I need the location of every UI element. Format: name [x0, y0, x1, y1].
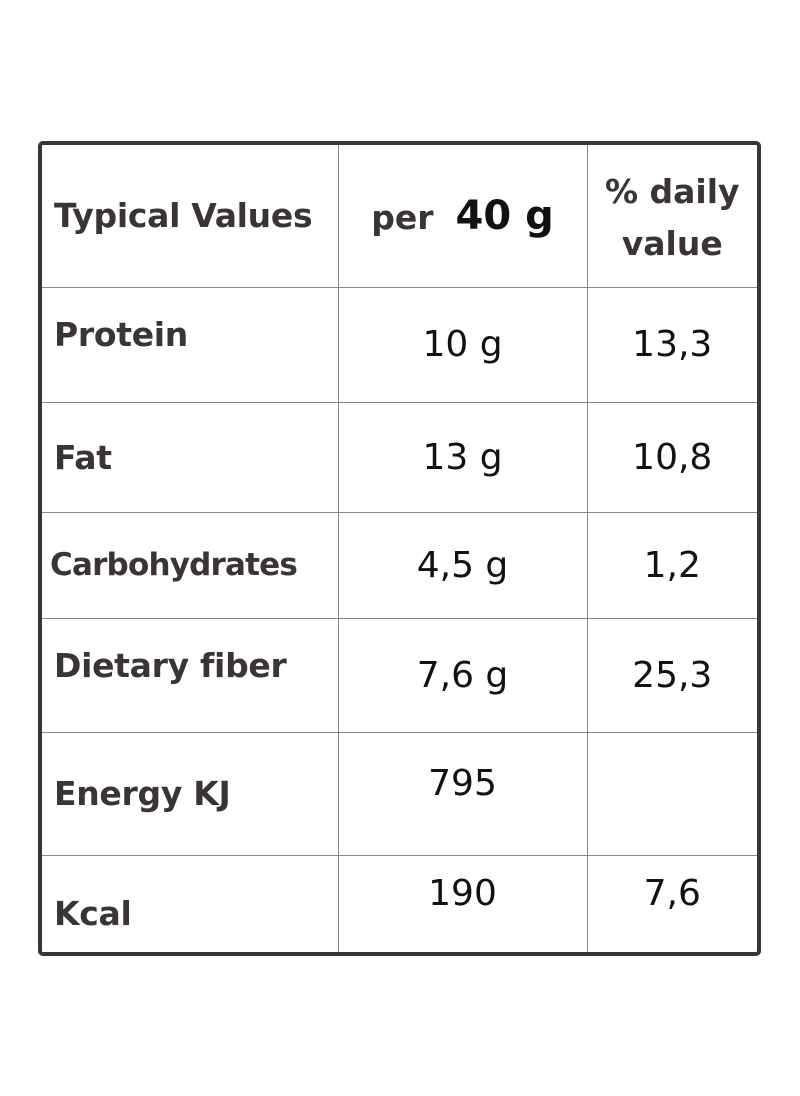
header-daily-value: % daily value — [586, 145, 757, 288]
nutrient-name: Protein — [42, 286, 339, 403]
header-per-amount: per 40 g — [337, 145, 588, 288]
header-per-label: per — [371, 197, 434, 237]
nutrient-per-amount: 7,6 g — [337, 617, 588, 733]
table-row: Dietary fiber 7,6 g 25,3 — [42, 617, 757, 733]
nutrient-per-amount: 4,5 g — [337, 511, 588, 619]
table-row: Carbohydrates 4,5 g 1,2 — [42, 511, 757, 619]
table-row: Protein 10 g 13,3 — [42, 286, 757, 403]
nutrition-facts-panel: Typical Values per 40 g % daily value Pro… — [38, 141, 761, 956]
table-row: Kcal 190 7,6 — [42, 854, 757, 952]
nutrient-daily-value: 13,3 — [586, 286, 757, 403]
nutrition-table: Typical Values per 40 g % daily value Pro… — [42, 145, 757, 952]
table-header-row: Typical Values per 40 g % daily value — [42, 145, 757, 288]
nutrient-per-amount: 795 — [337, 731, 588, 856]
nutrient-per-amount: 190 — [337, 854, 588, 952]
table-row: Energy KJ 795 — [42, 731, 757, 856]
nutrient-daily-value: 7,6 — [586, 854, 757, 952]
nutrient-name: Carbohydrates — [42, 511, 339, 619]
nutrient-per-amount: 10 g — [337, 286, 588, 403]
nutrient-daily-value: 25,3 — [586, 617, 757, 733]
nutrient-daily-value: 1,2 — [586, 511, 757, 619]
nutrient-daily-value — [586, 731, 757, 856]
table-row: Fat 13 g 10,8 — [42, 401, 757, 513]
nutrient-daily-value: 10,8 — [586, 401, 757, 513]
nutrient-name: Fat — [42, 401, 339, 513]
nutrient-per-amount: 13 g — [337, 401, 588, 513]
header-typical-values: Typical Values — [42, 145, 339, 288]
nutrient-name: Energy KJ — [42, 731, 339, 856]
header-daily-line2: value — [621, 223, 723, 263]
nutrient-name: Dietary fiber — [42, 617, 339, 733]
nutrient-name: Kcal — [42, 854, 339, 952]
header-daily-line1: % daily — [604, 171, 740, 211]
header-serving-size: 40 g — [455, 192, 554, 239]
